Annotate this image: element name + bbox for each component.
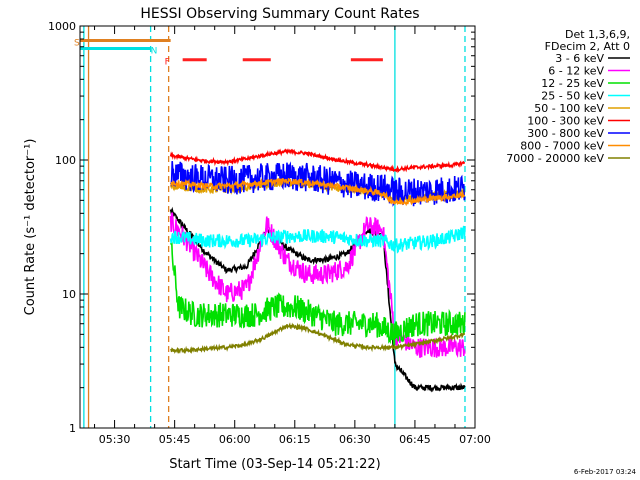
legend-entry-label: 100 - 300 keV xyxy=(527,115,604,128)
legend-entry-label: 800 - 7000 keV xyxy=(520,140,604,153)
legend-entry-label: 3 - 6 keV xyxy=(555,52,604,65)
flag-label: N xyxy=(151,46,158,56)
legend-entry-label: 7000 - 20000 keV xyxy=(506,152,604,165)
legend-entry-label: 300 - 800 keV xyxy=(527,127,604,140)
plot-frame xyxy=(79,25,476,429)
series-line xyxy=(169,225,466,254)
legend-entry-label: 6 - 12 keV xyxy=(548,65,604,78)
series-line xyxy=(169,206,466,393)
chart-title: HESSI Observing Summary Count Rates xyxy=(140,6,419,22)
x-tick-label: 06:00 xyxy=(219,433,251,446)
y-tick-label: 1 xyxy=(69,422,76,435)
plot-area xyxy=(80,26,466,428)
legend-header: Det 1,3,6,9, xyxy=(565,28,630,41)
y-tick-label: 1000 xyxy=(48,20,76,33)
legend-entry-label: 50 - 100 keV xyxy=(534,102,604,115)
x-tick-label: 05:45 xyxy=(159,433,191,446)
plot-timestamp: 6-Feb-2017 03:24 xyxy=(574,468,637,476)
series-line xyxy=(169,322,465,355)
x-axis: 05:30 05:45 06:00 06:15 06:30 06:45 07:00 xyxy=(94,26,491,446)
y-tick-label: 10 xyxy=(62,288,76,301)
series-line xyxy=(169,239,466,347)
x-axis-label: Start Time (03-Sep-14 05:21:22) xyxy=(169,457,380,472)
x-tick-label: 06:45 xyxy=(399,433,431,446)
flag-labels: S NF xyxy=(74,38,170,67)
x-tick-label: 06:15 xyxy=(279,433,311,446)
y-axis-label: Count Rate (s⁻¹ detector⁻¹) xyxy=(23,139,38,316)
series-line xyxy=(169,148,466,174)
x-tick-label: 05:30 xyxy=(99,433,131,446)
legend-entry-label: 12 - 25 keV xyxy=(541,77,604,90)
x-tick-label: 06:30 xyxy=(339,433,371,446)
y-axis: 1 10 100 1000 xyxy=(48,20,475,435)
flag-label: S xyxy=(74,38,80,48)
legend-entry-label: 25 - 50 keV xyxy=(541,90,604,103)
series-line xyxy=(170,177,466,207)
y-tick-label: 100 xyxy=(55,154,76,167)
x-tick-label: 07:00 xyxy=(459,433,491,446)
legend-header: FDecim 2, Att 0 xyxy=(545,40,630,53)
flag-label: F xyxy=(165,58,170,68)
